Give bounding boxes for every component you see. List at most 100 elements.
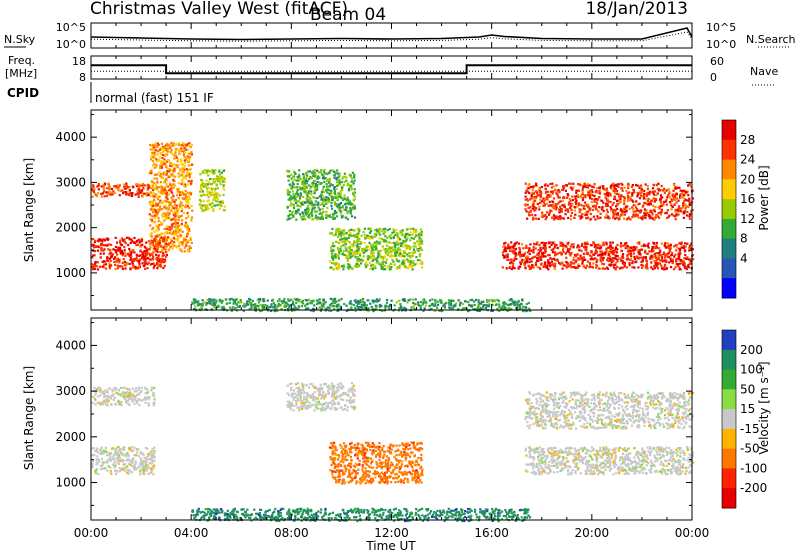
data-cell-region-1 — [103, 182, 106, 185]
data-cell-region-2 — [181, 208, 184, 211]
data-cell-region-7 — [579, 208, 582, 211]
data-cell-region-6 — [528, 265, 531, 268]
data-cell-region-5 — [356, 227, 359, 231]
data-cell-region-3 — [205, 208, 208, 211]
data-cell-region-6 — [537, 254, 540, 257]
data-cell-region-6 — [514, 247, 518, 251]
data-cell-region-4 — [296, 183, 299, 186]
data-cell-region-6 — [564, 244, 567, 247]
data-cell-region-6 — [502, 245, 505, 248]
data-cell-region-0 — [114, 245, 117, 249]
data-cell-region-8 — [491, 303, 494, 306]
data-cell-region-0 — [101, 240, 104, 243]
data-cell-region-8 — [406, 301, 409, 304]
data-cell-region-0 — [142, 254, 145, 257]
data-cell-region-7 — [583, 207, 587, 210]
data-cell-region-7 — [590, 200, 593, 204]
data-cell-region-2 — [162, 200, 165, 203]
data-cell-region-7 — [659, 211, 662, 214]
data-cell-region-2 — [160, 245, 163, 248]
data-cell-region-1 — [108, 193, 111, 196]
data-cell-region-4 — [347, 198, 350, 202]
data-cell-region-4 — [299, 192, 302, 195]
data-cell-region-2 — [164, 153, 167, 156]
data-cell-region-6 — [594, 257, 597, 260]
data-cell-region-2 — [170, 190, 173, 193]
data-cell-region-5 — [335, 262, 338, 265]
data-cell-region-7 — [527, 206, 530, 210]
data-cell-region-5 — [399, 238, 402, 241]
data-cell-region-6 — [650, 266, 653, 269]
data-cell-region-3 — [213, 178, 216, 181]
data-cell-region-6 — [632, 252, 635, 255]
data-cell-region-7 — [531, 197, 535, 200]
data-cell-region-0 — [160, 236, 163, 239]
data-cell-region-5 — [347, 267, 351, 270]
data-cell-region-6 — [616, 255, 619, 258]
data-cell-region-8 — [264, 304, 267, 307]
data-cell-region-5 — [356, 236, 359, 239]
data-cell-region-0 — [154, 237, 157, 241]
data-cell-region-5 — [405, 266, 408, 269]
noise-left-tick-low: 10^0 — [56, 38, 86, 51]
data-cell-region-2 — [179, 233, 182, 237]
data-cell-region-8 — [231, 308, 234, 311]
data-cell-region-8 — [369, 302, 372, 305]
data-cell-region-7 — [590, 217, 593, 220]
data-cell-region-4 — [297, 173, 300, 176]
data-cell-region-5 — [330, 250, 333, 253]
data-cell-region-7 — [658, 207, 661, 210]
data-cell-region-2 — [176, 191, 179, 194]
data-cell-region-6 — [578, 265, 581, 268]
data-cell-region-6 — [503, 256, 506, 259]
data-cell-region-7 — [668, 195, 671, 198]
data-cell-region-7 — [646, 203, 649, 206]
data-cell-region-6 — [599, 255, 602, 258]
data-cell-region-8 — [482, 304, 485, 307]
data-cell-region-7 — [663, 187, 666, 191]
data-cell-region-6 — [506, 253, 509, 256]
data-cell-region-8 — [359, 299, 362, 302]
data-cell-region-3 — [199, 205, 203, 208]
data-cell-region-7 — [561, 199, 564, 202]
data-cell-region-6 — [634, 261, 637, 264]
data-cell-region-6 — [656, 262, 659, 266]
data-cell-region-5 — [378, 237, 381, 240]
data-cell-region-2 — [166, 167, 169, 170]
data-cell-region-8 — [236, 305, 240, 309]
data-cell-region-5 — [412, 230, 415, 233]
data-cell-region-6 — [547, 241, 551, 244]
data-cell-region-6 — [541, 253, 544, 256]
data-cell-region-0 — [128, 253, 132, 257]
data-cell-region-5 — [396, 232, 399, 235]
data-cell-region-6 — [579, 256, 583, 259]
data-cell-region-2 — [152, 156, 155, 159]
data-cell-region-8 — [292, 300, 295, 303]
data-cell-region-5 — [343, 232, 346, 235]
data-cell-region-8 — [306, 299, 309, 302]
data-cell-region-2 — [159, 199, 162, 202]
data-cell-region-7 — [553, 218, 556, 221]
data-cell-region-0 — [129, 241, 132, 245]
data-cell-region-6 — [512, 252, 515, 255]
data-cell-region-8 — [490, 309, 493, 312]
data-cell-region-7 — [554, 188, 557, 191]
data-cell-region-4 — [289, 185, 292, 188]
data-cell-region-7 — [585, 184, 588, 188]
data-cell-region-4 — [295, 200, 298, 203]
data-cell-region-8 — [434, 304, 437, 307]
data-cell-region-8 — [276, 300, 280, 303]
power-data-cells — [91, 141, 695, 313]
data-cell-region-0 — [97, 239, 100, 242]
data-cell-region-4 — [289, 198, 293, 201]
data-cell-region-6 — [503, 249, 507, 253]
data-cell-region-0 — [118, 261, 121, 264]
freq-line — [91, 64, 692, 75]
data-cell-region-2 — [184, 205, 187, 208]
data-cell-region-3 — [204, 183, 207, 186]
data-cell-region-2 — [184, 189, 187, 192]
data-cell-region-0 — [103, 244, 106, 247]
data-cell-region-5 — [373, 235, 376, 238]
data-cell-region-5 — [375, 233, 378, 236]
data-cell-region-2 — [152, 148, 155, 151]
